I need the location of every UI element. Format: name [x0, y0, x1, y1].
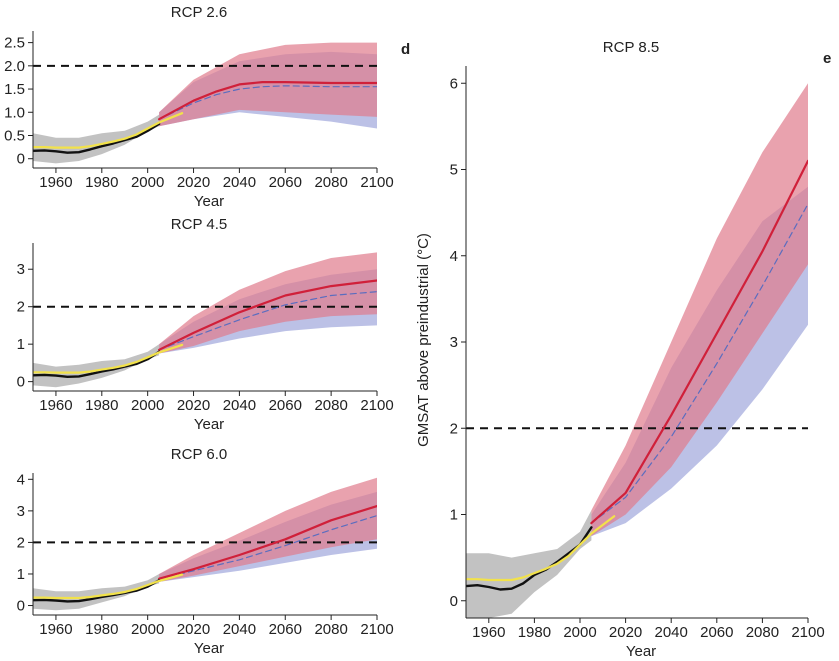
- panel-label-d: d: [401, 41, 410, 58]
- x-tick-label: 2060: [269, 174, 302, 191]
- red-projection-line: [590, 159, 808, 525]
- y-axis-label-rcp85: GMSAT above preindustrial (°C): [415, 233, 432, 447]
- x-axis-label: Year: [194, 193, 224, 210]
- chart-title: RCP 6.0: [171, 446, 227, 463]
- observed-yellow-line: [33, 573, 184, 600]
- y-tick-label: 3: [17, 503, 25, 520]
- x-tick-label: 1960: [39, 397, 72, 414]
- y-tick-label: 0.5: [4, 127, 25, 144]
- y-tick-label: 0: [17, 598, 25, 615]
- x-axis-label: Year: [194, 416, 224, 433]
- x-tick-label: 2080: [746, 624, 779, 641]
- historical-band: [33, 574, 160, 611]
- observed-black-line: [33, 350, 161, 378]
- panel-rcp26: 0 0.5 1.0 1.5 2.0 2.5 1960 1980 2000 2020 2040 2060…: [4, 4, 394, 210]
- x-axis-label: Year: [194, 640, 224, 657]
- x-tick-label: 2000: [131, 174, 164, 191]
- x-tick-label: 2100: [360, 174, 393, 191]
- chart-title: RCP 4.5: [171, 216, 227, 233]
- x-tick-label: 2020: [177, 621, 210, 638]
- x-tick-label: 2100: [791, 624, 824, 641]
- x-tick-label: 1980: [518, 624, 551, 641]
- y-tick-label: 1.0: [4, 104, 25, 121]
- observed-black-line: [33, 122, 161, 154]
- observed-black-line: [33, 579, 161, 603]
- y-tick-label: 0: [17, 151, 25, 168]
- y-tick-label: 3: [450, 334, 458, 351]
- chart-title: RCP 2.6: [171, 4, 227, 21]
- y-tick-label: 2: [17, 534, 25, 551]
- y-tick-label: 4: [450, 248, 458, 265]
- y-tick-label: 4: [17, 471, 25, 488]
- red-uncertainty-band: [159, 477, 377, 582]
- chart-title: RCP 8.5: [603, 39, 659, 56]
- panel-rcp60: 0 1 2 3 4 1960 1980 2000 2020 2040 2060 2080 2100 RCP…: [17, 446, 394, 657]
- y-tick-label: 2: [17, 299, 25, 316]
- historical-band: [466, 510, 592, 618]
- y-tick-label: 3: [17, 261, 25, 278]
- x-tick-label: 2040: [223, 621, 256, 638]
- historical-band: [33, 344, 160, 388]
- blue-dashed-line: [158, 85, 377, 120]
- y-tick-label: 5: [450, 162, 458, 179]
- y-tick-label: 1: [17, 336, 25, 353]
- y-tick-label: 1: [450, 507, 458, 524]
- plot-area: [466, 83, 808, 618]
- x-tick-label: 2020: [177, 174, 210, 191]
- y-tick-label: 0: [17, 374, 25, 391]
- x-tick-label: 2060: [269, 397, 302, 414]
- y-tick-label: 6: [450, 75, 458, 92]
- plot-area: [33, 42, 377, 164]
- y-tick-label: 0: [450, 593, 458, 610]
- observed-yellow-line: [33, 112, 184, 149]
- x-axis-label: Year: [626, 643, 656, 660]
- blue-dashed-line: [158, 514, 377, 580]
- x-tick-label: 2000: [131, 621, 164, 638]
- x-tick-label: 2020: [177, 397, 210, 414]
- y-tick-label: 2: [450, 420, 458, 437]
- observed-yellow-line: [466, 515, 616, 582]
- x-tick-label: 2080: [314, 397, 347, 414]
- blue-dashed-line: [590, 203, 808, 524]
- x-tick-label: 2000: [131, 397, 164, 414]
- y-tick-label: 2.0: [4, 58, 25, 75]
- observed-black-line: [466, 526, 593, 591]
- red-projection-line: [158, 279, 377, 351]
- x-tick-label: 1960: [472, 624, 505, 641]
- x-tick-label: 2000: [563, 624, 596, 641]
- plot-area: [33, 252, 377, 388]
- x-tick-label: 1980: [85, 174, 118, 191]
- x-tick-label: 2040: [223, 397, 256, 414]
- x-tick-label: 2060: [269, 621, 302, 638]
- x-tick-label: 1960: [39, 174, 72, 191]
- x-tick-label: 2100: [360, 397, 393, 414]
- historical-band: [33, 114, 160, 164]
- x-tick-label: 2080: [314, 621, 347, 638]
- panel-label-e: e: [823, 50, 831, 67]
- x-tick-label: 1980: [85, 397, 118, 414]
- y-tick-label: 2.5: [4, 35, 25, 52]
- x-tick-label: 1960: [39, 621, 72, 638]
- red-uncertainty-band: [159, 42, 377, 127]
- plot-area: [33, 477, 377, 611]
- blue-dashed-line: [158, 291, 377, 351]
- x-tick-label: 1980: [85, 621, 118, 638]
- x-tick-label: 2100: [360, 621, 393, 638]
- x-tick-label: 2020: [609, 624, 642, 641]
- red-projection-line: [158, 505, 377, 580]
- x-tick-label: 2080: [314, 174, 347, 191]
- red-projection-line: [158, 80, 377, 121]
- x-tick-label: 2040: [223, 174, 256, 191]
- observed-yellow-line: [33, 343, 184, 374]
- red-uncertainty-band: [591, 83, 808, 537]
- y-tick-label: 1.5: [4, 81, 25, 98]
- x-tick-label: 2060: [700, 624, 733, 641]
- y-tick-label: 1: [17, 566, 25, 583]
- panel-rcp85: 0 1 2 3 4 5 6 1960 1980 2000 2020 2040 2060 2080 2100 R…: [450, 39, 825, 660]
- panel-rcp45: 0 1 2 3 1960 1980 2000 2020 2040 2060 2080 2100 RCP …: [17, 216, 394, 433]
- x-tick-label: 2040: [655, 624, 688, 641]
